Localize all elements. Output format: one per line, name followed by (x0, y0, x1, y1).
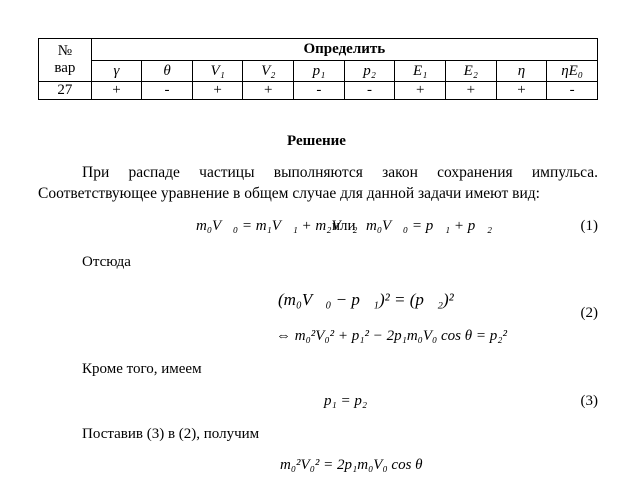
equation-number: (3) (580, 393, 599, 409)
paragraph: При распаде частицы выполняются закон со… (38, 164, 598, 202)
equation-number: (1) (580, 218, 599, 234)
connector: или (332, 218, 356, 234)
equation: m₀V⃗₀ = p⃗₁ + p⃗₂ (366, 218, 493, 234)
text: Отсюда (82, 254, 131, 270)
heading: Решение (287, 133, 346, 149)
value-cell: + (495, 81, 548, 100)
column-header: E₂ (445, 60, 497, 82)
column-header: p₁ (293, 60, 345, 82)
equation: m₀²V₀² = 2p₁m₀V₀ cos θ (280, 457, 423, 473)
value-cell: + (90, 81, 143, 100)
column-header: p₂ (343, 60, 396, 82)
column-header: V₂ (242, 60, 295, 82)
corner-label: вар (54, 60, 76, 76)
value-cell: + (191, 81, 244, 100)
column-header: γ (90, 60, 143, 82)
corner-cell: № вар (38, 38, 92, 82)
value-cell: + (242, 81, 295, 100)
variant-cell: 27 (38, 81, 92, 100)
equation: (m₀V⃗₀ − p⃗₁)² = (p⃗₂)² (278, 290, 454, 309)
column-header: V₁ (191, 60, 244, 82)
value-cell: - (141, 81, 193, 100)
equation: m₀V⃗₀ = m₁V⃗₁ + m₂V⃗₂ (196, 218, 358, 234)
equation: p₁ = p₂ (324, 393, 368, 409)
text: Кроме того, имеем (82, 361, 202, 377)
value-cell: + (394, 81, 446, 100)
value-cell: - (343, 81, 396, 100)
value-cell: + (445, 81, 497, 100)
column-header: θ (141, 60, 193, 82)
text: Поставив (3) в (2), получим (82, 426, 260, 442)
group-header: Определить (90, 38, 599, 61)
task-table: № вар Определить γ θ V₁ V₂ p₁ p₂ E₁ E₂ η ηE₀ 27 + -… (38, 38, 599, 100)
value-cell: - (293, 81, 345, 100)
column-header: ηE₀ (546, 60, 598, 82)
value-cell: - (546, 81, 598, 100)
equation-number: (2) (580, 305, 599, 321)
column-header: E₁ (394, 60, 446, 82)
equation: ⇔ m₀²V₀² + p₁² − 2p₁m₀V₀ cos θ = p₂² (276, 328, 507, 344)
corner-label: № (57, 43, 72, 59)
column-header: η (495, 60, 548, 82)
